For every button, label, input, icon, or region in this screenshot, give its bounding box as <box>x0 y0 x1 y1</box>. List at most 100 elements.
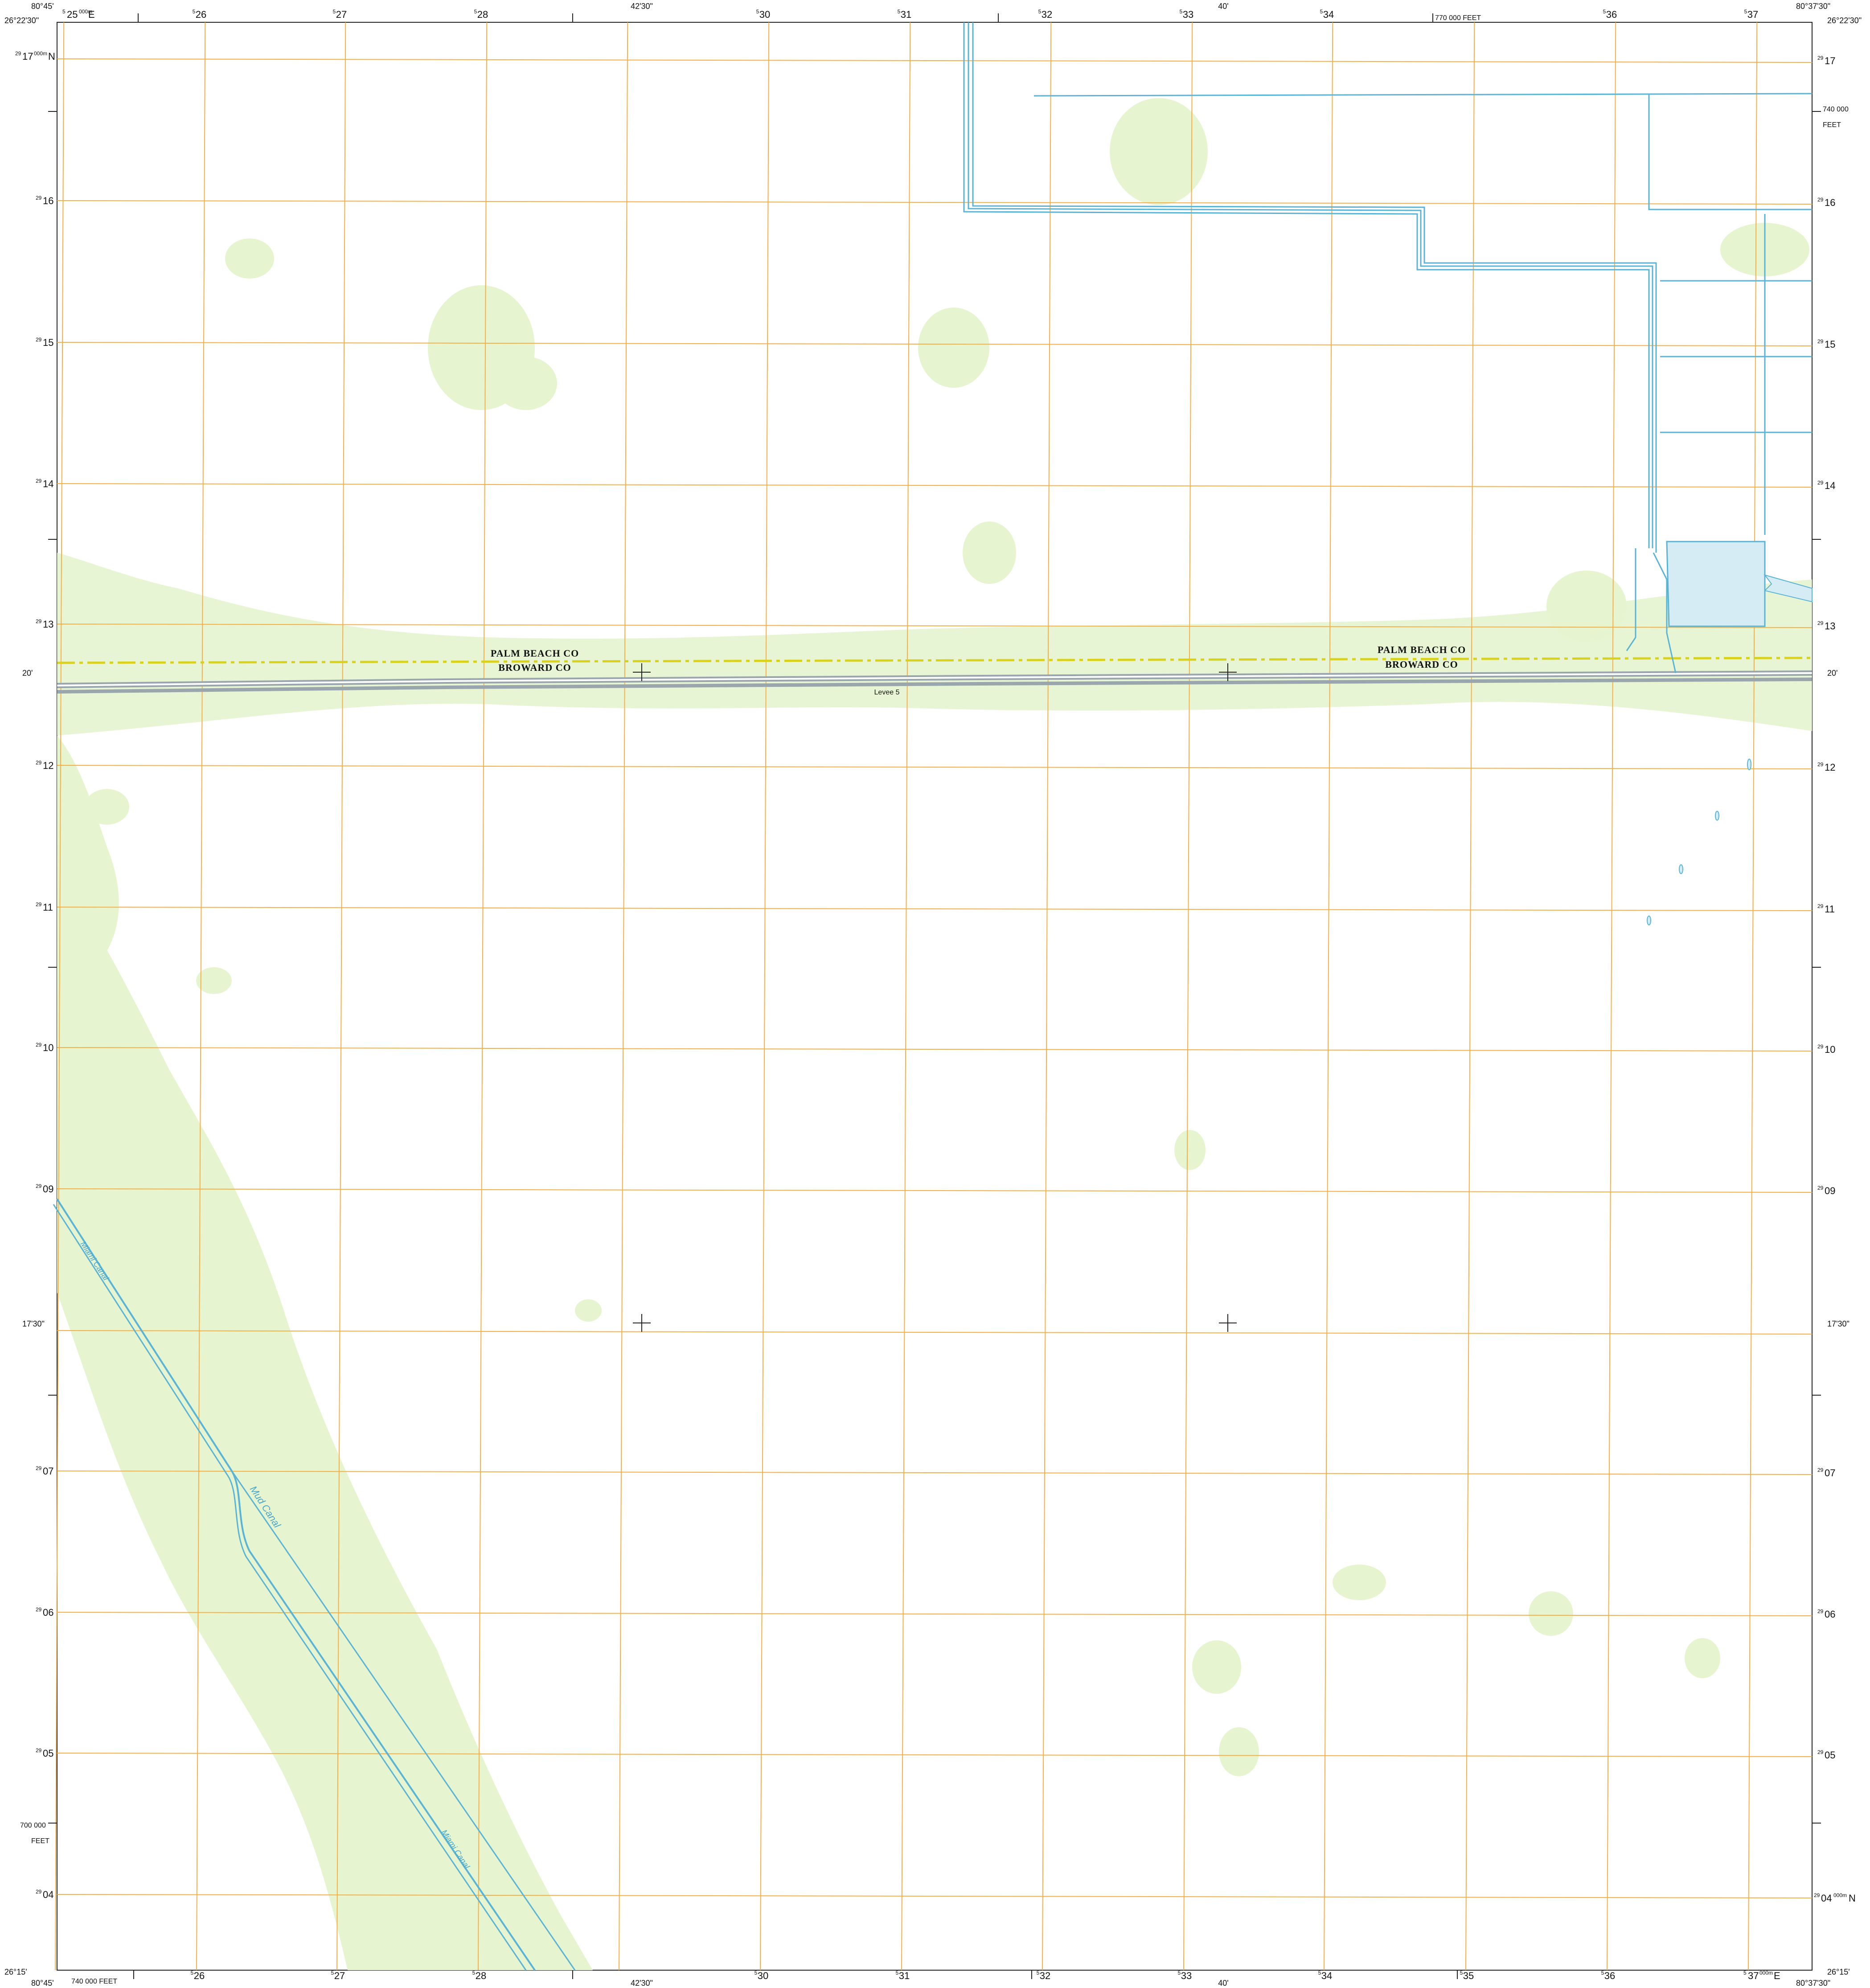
northing-first-right-main: 17 <box>1825 55 1835 66</box>
northing-last-right-main: 04 <box>1821 1893 1832 1904</box>
easting-label-top-prefix: 5 <box>474 8 477 15</box>
veg-patch <box>1192 1640 1241 1694</box>
grid-line-easting <box>1748 22 1758 1971</box>
easting-label-bottom: 32 <box>1040 1970 1050 1981</box>
northing-label-left: 13 <box>43 619 53 630</box>
northing-label-right-prefix: 29 <box>1817 1185 1824 1191</box>
easting-label-bottom-prefix: 5 <box>1178 1970 1181 1976</box>
easting-label-bottom-prefix: 5 <box>1601 1970 1604 1976</box>
easting-label-bottom: 35 <box>1463 1970 1474 1981</box>
northing-label-left-prefix: 29 <box>36 1465 42 1471</box>
grid-line-northing <box>57 765 1813 769</box>
northing-label-right: 07 <box>1825 1467 1835 1479</box>
sw-woodland-belt <box>57 869 593 1970</box>
grid-line-northing <box>57 200 1813 205</box>
easting-label-bottom-prefix: 5 <box>1460 1970 1463 1976</box>
northing-label-left: 11 <box>43 902 53 913</box>
grid-line-northing <box>57 1612 1813 1616</box>
northing-label-left: 06 <box>43 1607 53 1618</box>
easting-label-top: 37 <box>1747 9 1758 20</box>
easting-label-top-prefix: 5 <box>1744 8 1747 15</box>
northing-label-right: 13 <box>1825 620 1835 632</box>
northing-label-right: 12 <box>1825 762 1835 773</box>
county-boundary <box>57 657 1813 664</box>
grid-line-easting <box>619 22 628 1971</box>
nw-lon: 80°45' <box>31 2 54 11</box>
northing-last-right-unit: N <box>1849 1893 1856 1904</box>
northing-label-right: 05 <box>1825 1750 1835 1761</box>
grid-line-northing <box>57 483 1813 488</box>
northing-label-right-prefix: 29 <box>1817 620 1824 626</box>
veg-patch <box>918 308 989 388</box>
easting-label-top: 26 <box>196 9 206 20</box>
northing-label-right: 16 <box>1825 197 1835 208</box>
easting-label-top-prefix: 5 <box>898 8 901 15</box>
grid-line-northing <box>57 342 1813 346</box>
easting-label-top: 34 <box>1323 9 1334 20</box>
feet-label-left-value: 700 000 <box>20 1822 46 1829</box>
grid-line-easting <box>55 22 65 1971</box>
pond <box>1647 916 1651 925</box>
easting-label-top-prefix: 5 <box>333 8 336 15</box>
northing-label-left-prefix: 29 <box>36 1042 42 1048</box>
easting-label-top-prefix: 5 <box>1038 8 1042 15</box>
northing-label-left: 14 <box>43 478 53 489</box>
veg-patch <box>1546 571 1627 642</box>
vegetation-tint <box>57 98 1812 1970</box>
easting-label-top-prefix: 5 <box>1320 8 1323 15</box>
easting-label-bottom: 36 <box>1604 1970 1615 1981</box>
grid-line-easting <box>1183 22 1193 1971</box>
se-lon: 80°37'30" <box>1796 1979 1830 1988</box>
reservoir <box>1666 541 1766 627</box>
northing-label-right-prefix: 29 <box>1817 480 1824 486</box>
county-label-palm-beach-east: PALM BEACH CO <box>1378 644 1466 655</box>
easting-label-top: 31 <box>901 9 911 20</box>
northing-label-right-prefix: 29 <box>1817 1608 1824 1614</box>
mid-lon-bottom: 42'30" <box>631 1979 653 1988</box>
veg-patch <box>1110 98 1208 205</box>
northing-label-right: 14 <box>1825 480 1835 491</box>
easting-label-bottom: 26 <box>194 1970 205 1981</box>
easting-label-top: 27 <box>336 9 347 20</box>
levee-woodland-strip <box>57 553 1812 735</box>
northing-first-main: 17 <box>22 51 33 62</box>
grid-line-easting <box>1042 22 1052 1971</box>
veg-patch <box>963 522 1016 584</box>
northing-label-left-prefix: 29 <box>36 1606 42 1613</box>
easting-label-bottom: 34 <box>1321 1970 1332 1981</box>
grid-line-northing <box>57 1047 1813 1052</box>
sw-lat: 26°15' <box>4 1967 27 1976</box>
northing-label-left-prefix: 29 <box>36 901 42 908</box>
easting-label-top-prefix: 5 <box>1180 8 1183 15</box>
easting-label-bottom-prefix: 5 <box>191 1970 194 1976</box>
northing-label-right: 10 <box>1825 1044 1835 1055</box>
feet-label-bottom: 740 000 FEET <box>71 1978 117 1985</box>
easting-label-top-prefix: 5 <box>1603 8 1606 15</box>
easting-first-prefix: 5 <box>62 8 66 15</box>
grid-line-northing <box>57 58 1813 63</box>
grid-line-northing <box>57 1470 1813 1475</box>
easting-label-top: 33 <box>1183 9 1193 20</box>
feet-label-right-value: 740 000 <box>1823 106 1849 113</box>
mid-lon-top-2: 40' <box>1218 2 1228 11</box>
veg-patch <box>196 967 232 994</box>
easting-first-main: 25 <box>67 9 78 20</box>
easting-label-top-prefix: 5 <box>756 8 759 15</box>
pond <box>1747 759 1751 770</box>
northing-label-left: 15 <box>43 337 53 348</box>
northing-last-right-suffix: 000m <box>1833 1892 1847 1898</box>
grid-line-easting <box>1465 22 1475 1971</box>
mud-canal <box>231 1470 576 1971</box>
utm-grid <box>55 22 1813 1971</box>
ne-lat: 26°22'30" <box>1827 16 1862 25</box>
northing-label-right: 11 <box>1825 904 1835 915</box>
levee-5 <box>57 670 1813 694</box>
levee-label: Levee 5 <box>874 689 900 696</box>
easting-label-bottom: 33 <box>1181 1970 1192 1981</box>
grid-line-northing <box>57 907 1813 911</box>
sw-lon: 80°45' <box>31 1979 54 1988</box>
northing-label-left: 12 <box>43 760 53 771</box>
easting-first-suffix: 000m <box>79 8 92 15</box>
pond <box>1679 864 1683 874</box>
